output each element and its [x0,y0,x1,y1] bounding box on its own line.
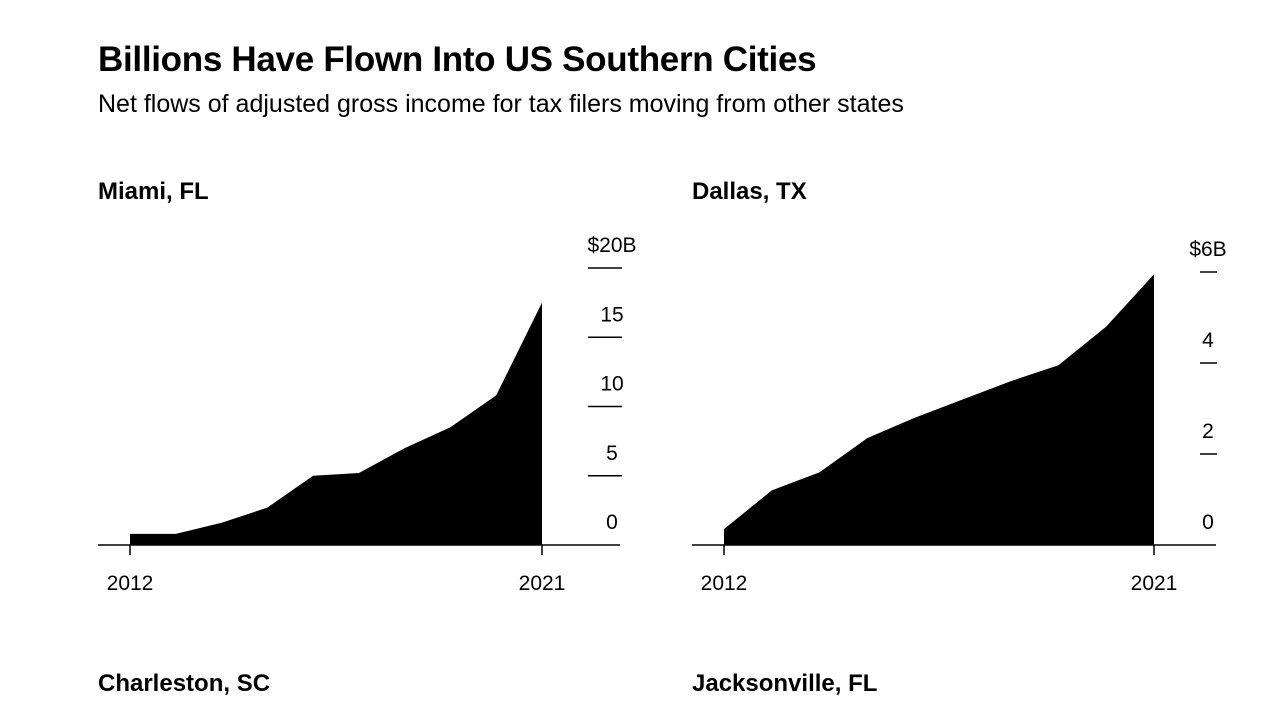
miami-y-tick-label-5: 5 [606,442,618,465]
miami-y-tick-label-20: $20B [587,234,636,257]
miami-x-tick-label-2021: 2021 [519,572,566,595]
miami-x-tick-label-2012: 2012 [107,572,154,595]
panel-title-miami: Miami, FL [98,178,209,205]
panel-title-jacksonville: Jacksonville, FL [692,670,878,697]
panel-title-charleston: Charleston, SC [98,670,271,697]
dallas-area-series [724,274,1154,545]
miami-y-tick-label-10: 10 [600,373,623,396]
chart-title: Billions Have Flown Into US Southern Cit… [98,40,817,79]
dallas-x-tick-label-2021: 2021 [1131,572,1178,595]
dallas-y-tick-label-2: 2 [1202,420,1214,443]
miami-y-tick-label-15: 15 [600,303,623,326]
chart-subtitle: Net flows of adjusted gross income for t… [98,90,904,118]
dallas-y-tick-label-0: 0 [1202,511,1214,534]
dallas-y-tick-label-4: 4 [1202,329,1214,352]
miami-area-series [130,302,542,545]
miami-y-tick-label-0: 0 [606,511,618,534]
dallas-x-tick-label-2012: 2012 [701,572,748,595]
panel-title-dallas: Dallas, TX [692,178,807,205]
dallas-y-tick-label-6: $6B [1189,238,1226,261]
